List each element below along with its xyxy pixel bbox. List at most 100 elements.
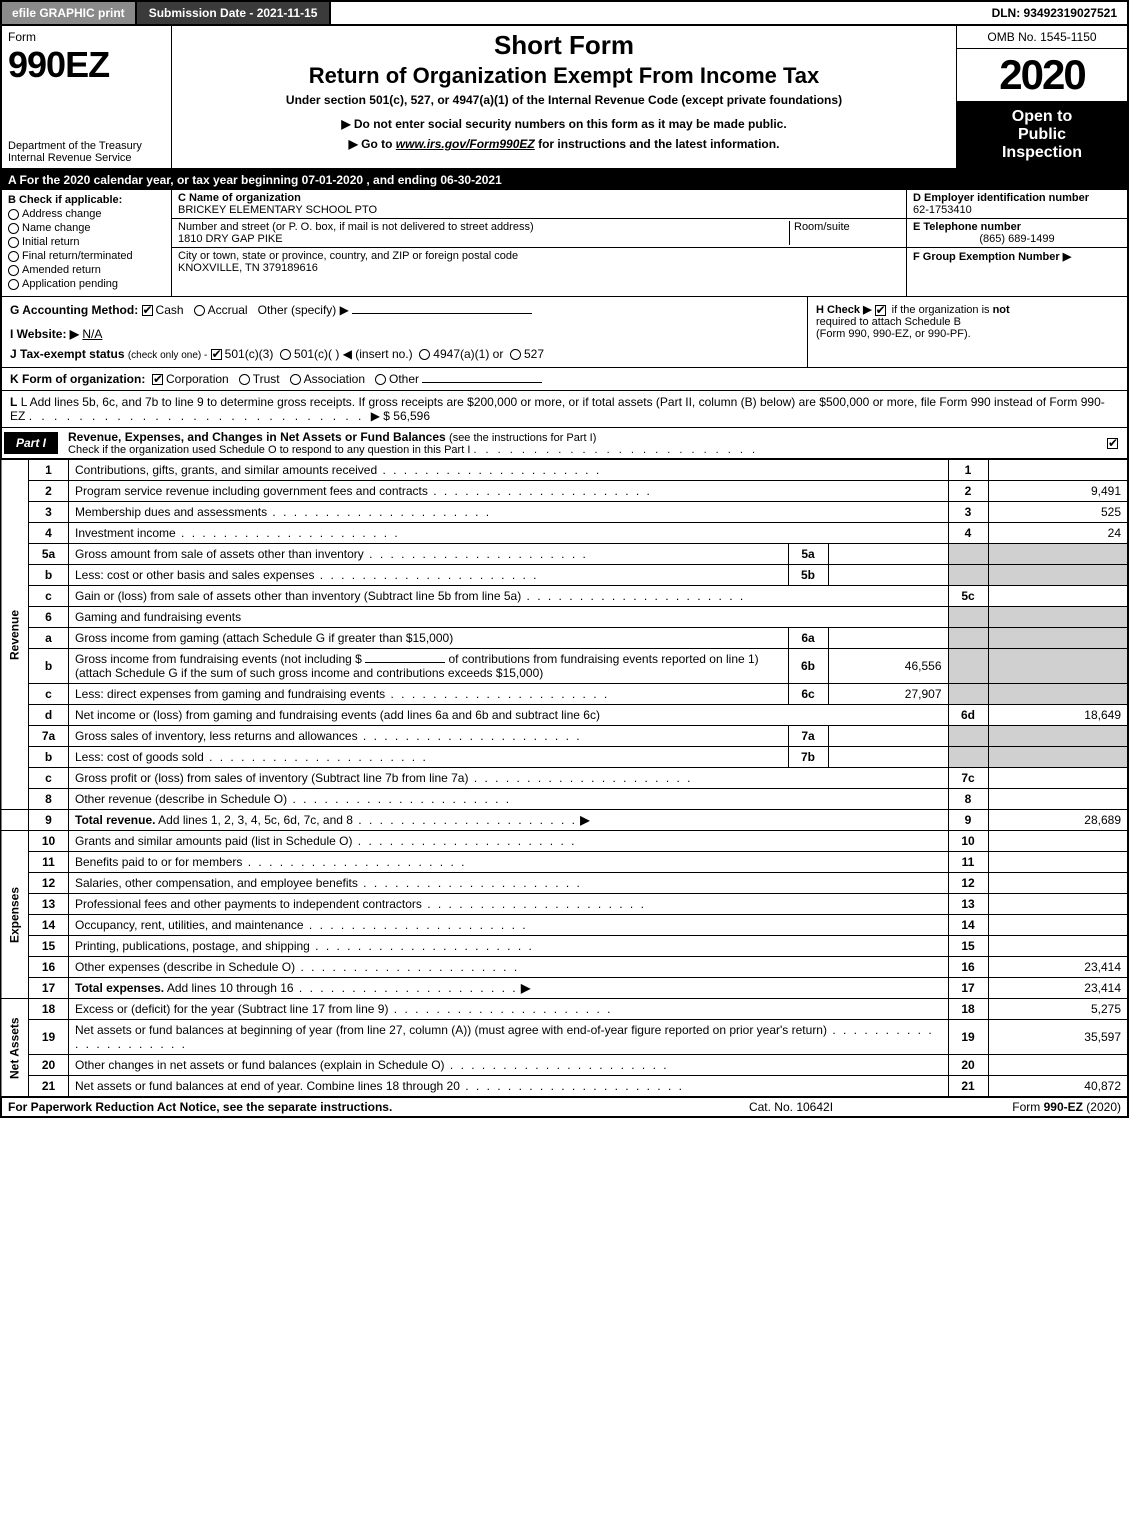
line-6a: a Gross income from gaming (attach Sched… [1,628,1128,649]
lbl-4947: 4947(a)(1) or [433,347,503,361]
line-3: 3 Membership dues and assessments 3 525 [1,502,1128,523]
open-line2: Public [961,126,1123,144]
h-text3: (Form 990, 990-EZ, or 990-PF). [816,328,1119,340]
chk-association[interactable] [290,374,301,385]
section-k: K Form of organization: Corporation Trus… [0,368,1129,391]
line-11: 11 Benefits paid to or for members 11 [1,852,1128,873]
chk-h[interactable] [875,305,886,316]
title-short-form: Short Form [180,30,948,61]
line-13: 13 Professional fees and other payments … [1,894,1128,915]
section-g: G Accounting Method: Cash Accrual Other … [2,297,807,367]
line-18: Net Assets 18 Excess or (deficit) for th… [1,999,1128,1020]
header-center: Short Form Return of Organization Exempt… [172,26,957,168]
line-21: 21 Net assets or fund balances at end of… [1,1076,1128,1097]
accounting-label: G Accounting Method: [10,303,138,317]
line-14: 14 Occupancy, rent, utilities, and maint… [1,915,1128,936]
line-19: 19 Net assets or fund balances at beginn… [1,1020,1128,1055]
lbl-other: Other (specify) ▶ [258,303,349,317]
line-12: 12 Salaries, other compensation, and emp… [1,873,1128,894]
address-value: 1810 DRY GAP PIKE [178,233,785,245]
line-9: 9 Total revenue. Total revenue. Add line… [1,810,1128,831]
chk-name-change[interactable]: Name change [8,222,165,234]
inline-blank[interactable] [365,662,445,663]
goto-pre: ▶ Go to [349,137,396,151]
chk-accrual[interactable] [194,305,205,316]
lbl-accrual: Accrual [208,303,248,317]
chk-4947[interactable] [419,349,430,360]
chk-application-pending[interactable]: Application pending [8,278,165,290]
org-name-value: BRICKEY ELEMENTARY SCHOOL PTO [178,204,900,216]
line-6c: c Less: direct expenses from gaming and … [1,684,1128,705]
line-4: 4 Investment income 4 24 [1,523,1128,544]
line-7a: 7a Gross sales of inventory, less return… [1,726,1128,747]
l-amount: ▶ $ 56,596 [371,409,430,423]
line-5b: b Less: cost or other basis and sales ex… [1,565,1128,586]
lbl-other-org: Other [389,372,419,386]
part1-endchk [1107,436,1127,450]
org-name-label: C Name of organization [178,192,900,204]
chk-address-change[interactable]: Address change [8,208,165,220]
ein-value: 62-1753410 [913,204,1121,216]
line-20: 20 Other changes in net assets or fund b… [1,1055,1128,1076]
section-e: E Telephone number (865) 689-1499 [907,219,1127,248]
h-label: H Check ▶ [816,304,872,316]
section-def: D Employer identification number 62-1753… [907,190,1127,296]
irs-link[interactable]: www.irs.gov/Form990EZ [396,137,535,151]
open-to-public: Open to Public Inspection [957,102,1127,168]
phone-label: E Telephone number [913,221,1121,233]
section-h: H Check ▶ if the organization is not req… [807,297,1127,367]
h-text2: required to attach Schedule B [816,316,1119,328]
section-g-h: G Accounting Method: Cash Accrual Other … [0,297,1129,368]
dept-line1: Department of the Treasury [8,140,165,152]
footer-right: Form 990-EZ (2020) [921,1100,1121,1114]
chk-trust[interactable] [239,374,250,385]
tax-exempt-label: J Tax-exempt status [10,347,125,361]
h-not: not [993,304,1010,316]
chk-amended-return[interactable]: Amended return [8,264,165,276]
part1-tag: Part I [4,432,58,454]
chk-cash[interactable] [142,305,153,316]
title-section: Under section 501(c), 527, or 4947(a)(1)… [180,93,948,107]
chk-501c[interactable] [280,349,291,360]
part1-sub: (see the instructions for Part I) [449,432,596,444]
lbl-527: 527 [524,347,544,361]
chk-final-return[interactable]: Final return/terminated [8,250,165,262]
line-17: 17 Total expenses. Add lines 10 through … [1,978,1128,999]
dln-label: DLN: 93492319027521 [982,2,1127,24]
chk-initial-return[interactable]: Initial return [8,236,165,248]
other-org-input[interactable] [422,382,542,383]
line-6b: b Gross income from fundraising events (… [1,649,1128,684]
form-header: Form 990EZ Department of the Treasury In… [0,26,1129,170]
goto-post: for instructions and the latest informat… [535,137,780,151]
section-l: L L Add lines 5b, 6c, and 7b to line 9 t… [0,391,1129,428]
chk-corporation[interactable] [152,374,163,385]
warning-ssn: ▶ Do not enter social security numbers o… [180,117,948,131]
section-b: B Check if applicable: Address change Na… [2,190,172,296]
line-16: 16 Other expenses (describe in Schedule … [1,957,1128,978]
lbl-corporation: Corporation [166,372,229,386]
chk-527[interactable] [510,349,521,360]
section-f: F Group Exemption Number ▶ [907,248,1127,296]
org-name-row: C Name of organization BRICKEY ELEMENTAR… [172,190,906,219]
open-line1: Open to [961,108,1123,126]
group-exemption-label: F Group Exemption Number ▶ [913,251,1071,263]
tax-exempt-small: (check only one) - [128,350,207,361]
chk-other-org[interactable] [375,374,386,385]
efile-print-button[interactable]: efile GRAPHIC print [2,2,137,24]
part1-check-line: Check if the organization used Schedule … [68,444,470,456]
submission-date: Submission Date - 2021-11-15 [137,2,332,24]
chk-501c3[interactable] [211,349,222,360]
top-bar: efile GRAPHIC print Submission Date - 20… [0,0,1129,26]
room-label: Room/suite [794,221,900,233]
instructions-link-line: ▶ Go to www.irs.gov/Form990EZ for instru… [180,137,948,151]
form-number: 990EZ [8,44,165,86]
chk-part1-scho[interactable] [1107,438,1118,449]
website-value: N/A [82,327,102,341]
other-specify-input[interactable] [352,313,532,314]
tax-year: 2020 [957,49,1127,102]
form-table: Revenue 1 Contributions, gifts, grants, … [0,459,1129,1097]
ein-label: D Employer identification number [913,192,1121,204]
section-a-bar: A For the 2020 calendar year, or tax yea… [0,170,1129,190]
line-7c: c Gross profit or (loss) from sales of i… [1,768,1128,789]
address-row: Number and street (or P. O. box, if mail… [172,219,906,248]
